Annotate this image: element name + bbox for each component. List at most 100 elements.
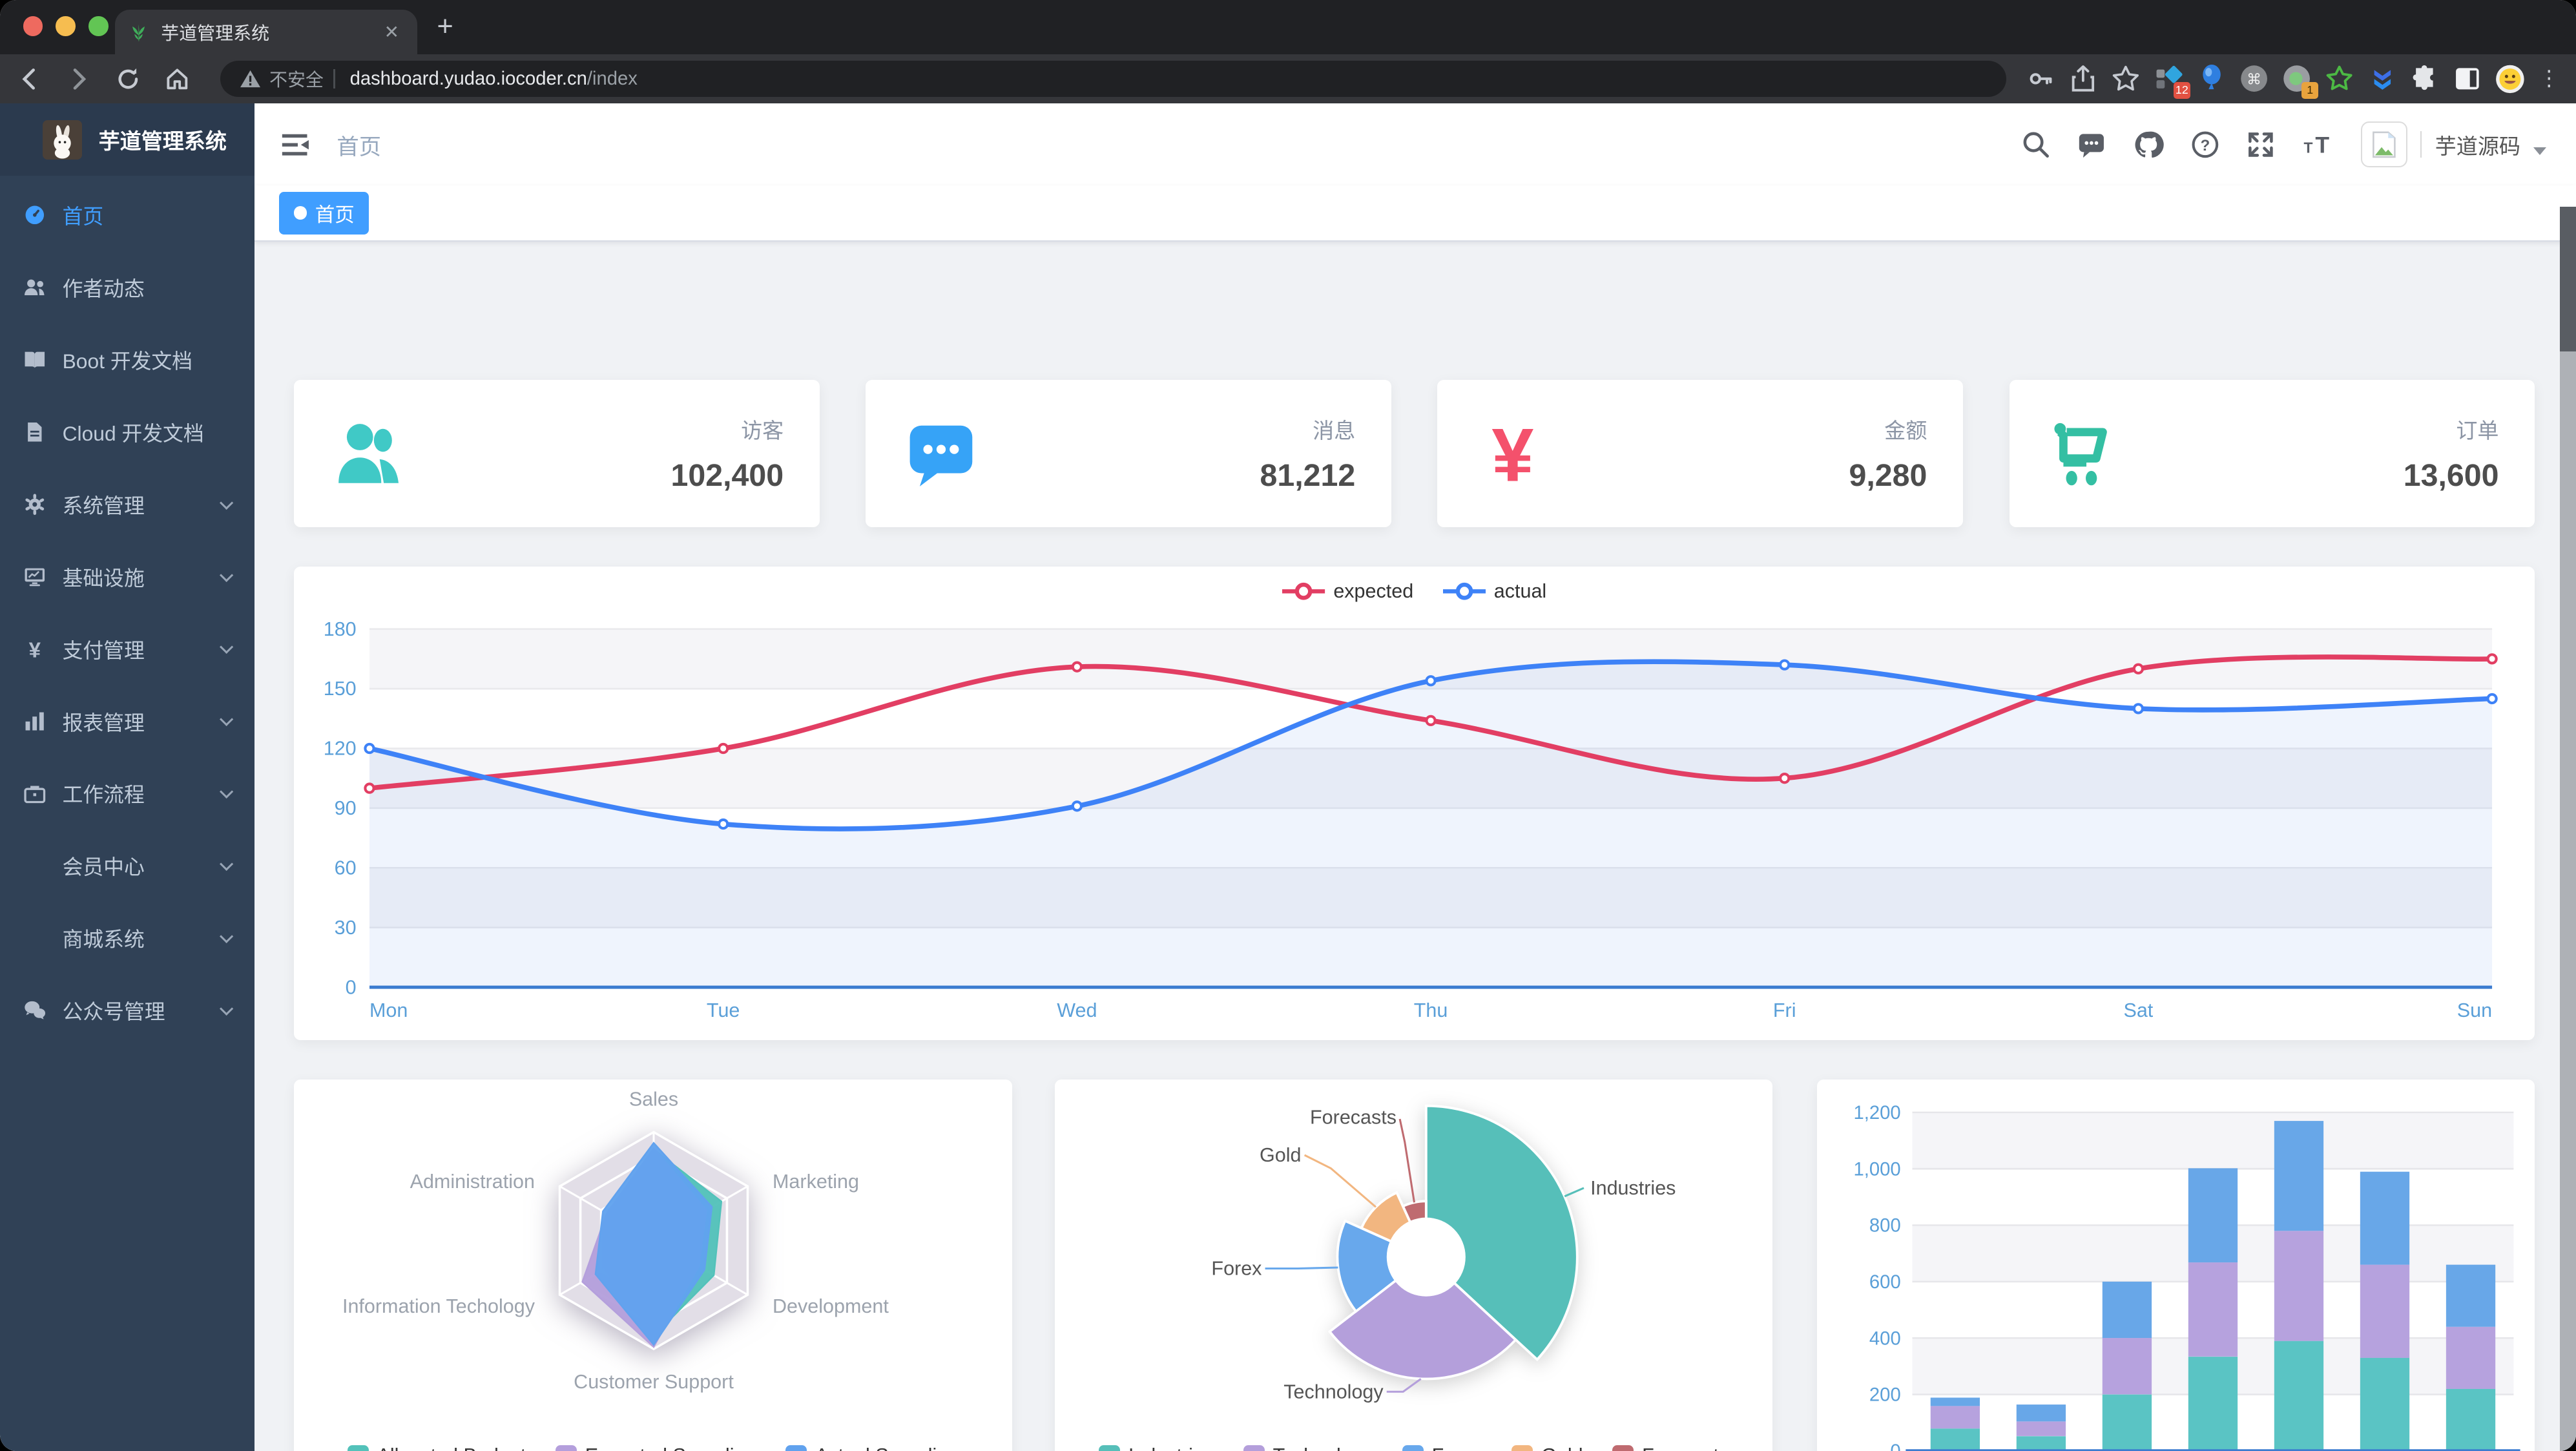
extension-balloon-icon[interactable] bbox=[2197, 64, 2227, 94]
password-key-icon[interactable] bbox=[2026, 64, 2055, 94]
pie-chart-legend[interactable]: Industries Technology Forex Gold Forecasts bbox=[1055, 1445, 1772, 1451]
security-label: 不安全 bbox=[269, 70, 324, 90]
github-icon[interactable] bbox=[2133, 129, 2164, 160]
bar-chart-icon bbox=[23, 710, 47, 733]
svg-text:Sales: Sales bbox=[629, 1089, 678, 1111]
tag-home[interactable]: 首页 bbox=[279, 191, 369, 235]
search-icon[interactable] bbox=[2021, 130, 2051, 160]
url-host: dashboard.yudao.iocoder.cn bbox=[349, 68, 587, 89]
extension-recorder-icon[interactable]: 1 bbox=[2282, 64, 2318, 99]
legend-item[interactable]: Industries bbox=[1099, 1445, 1214, 1451]
legend-item[interactable]: Forecasts bbox=[1612, 1445, 1729, 1451]
reload-icon[interactable] bbox=[115, 66, 141, 92]
legend-item[interactable]: Allocated Budget bbox=[347, 1445, 526, 1451]
sidebar-item-workflow[interactable]: 工作流程 bbox=[0, 757, 254, 830]
legend-item[interactable]: expected bbox=[1282, 580, 1413, 603]
home-icon[interactable] bbox=[164, 66, 191, 92]
minimize-window-button[interactable] bbox=[56, 16, 76, 36]
stat-value: 81,212 bbox=[1260, 458, 1356, 494]
browser-tab[interactable]: 芋道管理系统 ✕ bbox=[115, 10, 418, 54]
message-icon[interactable] bbox=[2077, 130, 2106, 160]
stat-value: 9,280 bbox=[1849, 458, 1927, 494]
chevron-down-icon bbox=[220, 1001, 234, 1016]
svg-text:Forecasts: Forecasts bbox=[1310, 1107, 1397, 1129]
sidebar-item-member-center[interactable]: 会员中心 bbox=[0, 830, 254, 902]
user-menu[interactable]: 芋道源码 bbox=[2361, 121, 2547, 168]
radar-chart-legend[interactable]: Allocated Budget Expected Spending Actual … bbox=[294, 1445, 1012, 1451]
wechat-icon bbox=[23, 999, 47, 1022]
pie-chart[interactable]: Industries Technology Forex Gold Forecasts bbox=[1055, 1080, 1772, 1451]
breadcrumb[interactable]: 首页 bbox=[337, 134, 382, 160]
new-tab-button[interactable]: + bbox=[437, 11, 453, 43]
legend-item[interactable]: Gold bbox=[1511, 1445, 1583, 1451]
extension-green-star-icon[interactable] bbox=[2325, 64, 2354, 94]
sidebar-item-mall-system[interactable]: 商城系统 bbox=[0, 902, 254, 974]
share-icon[interactable] bbox=[2068, 64, 2098, 94]
legend-item[interactable]: Technology bbox=[1243, 1445, 1373, 1451]
legend-item[interactable]: Expected Spending bbox=[555, 1445, 756, 1451]
active-tag-dot bbox=[293, 206, 307, 220]
radar-chart[interactable]: Sales Marketing Development Customer Suppor… bbox=[294, 1080, 1012, 1451]
stat-card-amount[interactable]: ¥ 金额 9,280 bbox=[1437, 379, 1964, 528]
legend-item[interactable]: Forex bbox=[1402, 1445, 1482, 1451]
extension-tag-manager-icon[interactable]: 12 bbox=[2154, 64, 2190, 99]
fullscreen-icon[interactable] bbox=[2246, 130, 2276, 160]
extension-blue-chevrons-icon[interactable] bbox=[2367, 64, 2397, 94]
svg-text:T: T bbox=[2303, 140, 2312, 156]
chevron-down-icon bbox=[220, 568, 234, 582]
stacked-bar-chart[interactable]: 02004006008001,0001,200MonTueWedThuFriSa… bbox=[1817, 1080, 2535, 1451]
bookmark-star-icon[interactable] bbox=[2111, 64, 2141, 94]
legend-item[interactable]: Actual Spending bbox=[785, 1445, 959, 1451]
chrome-menu-icon[interactable]: ⋮ bbox=[2538, 67, 2560, 91]
stat-value: 102,400 bbox=[670, 458, 784, 494]
gear-icon bbox=[23, 493, 47, 516]
sidebar-item-report-mgmt[interactable]: 报表管理 bbox=[0, 685, 254, 758]
address-bar[interactable]: 不安全 dashboard.yudao.iocoder.cn/index bbox=[220, 61, 2006, 98]
sidebar-collapse-icon[interactable] bbox=[279, 129, 310, 160]
close-window-button[interactable] bbox=[23, 16, 43, 36]
sidebar-item-author-news[interactable]: 作者动态 bbox=[0, 251, 254, 324]
stat-value: 13,600 bbox=[2403, 458, 2499, 494]
sidebar-item-infrastructure[interactable]: 基础设施 bbox=[0, 541, 254, 613]
tab-close-icon[interactable]: ✕ bbox=[384, 22, 400, 43]
dashboard-icon bbox=[23, 204, 47, 227]
svg-text:800: 800 bbox=[1869, 1216, 1901, 1237]
sidebar-item-boot-docs[interactable]: Boot 开发文档 bbox=[0, 324, 254, 396]
sidebar-item-payment-mgmt[interactable]: ¥ 支付管理 bbox=[0, 613, 254, 685]
stat-card-visitors[interactable]: 访客 102,400 bbox=[294, 379, 820, 528]
chevron-down-icon bbox=[220, 857, 234, 872]
macos-window-controls[interactable] bbox=[23, 16, 109, 36]
username: 芋道源码 bbox=[2435, 134, 2520, 159]
svg-text:1,200: 1,200 bbox=[1854, 1103, 1901, 1123]
sidebar-item-cloud-docs[interactable]: Cloud 开发文档 bbox=[0, 396, 254, 468]
security-warning-icon[interactable] bbox=[240, 69, 261, 89]
legend-item[interactable]: actual bbox=[1442, 580, 1546, 603]
sidebar-item-wechat-mgmt[interactable]: 公众号管理 bbox=[0, 974, 254, 1047]
back-icon[interactable] bbox=[16, 66, 43, 92]
extensions-puzzle-icon[interactable] bbox=[2410, 64, 2440, 94]
peoples-icon bbox=[330, 414, 409, 493]
profile-avatar-icon[interactable] bbox=[2495, 64, 2525, 94]
stat-card-orders[interactable]: 订单 13,600 bbox=[2009, 379, 2535, 528]
zoom-window-button[interactable] bbox=[88, 16, 109, 36]
help-icon[interactable]: ? bbox=[2190, 130, 2220, 160]
app-root: 芋道管理系统 首页 作者动态 Boot 开发文档 Cloud 开发文档 bbox=[0, 103, 2576, 1451]
page-scrollbar[interactable] bbox=[2559, 207, 2576, 1451]
svg-text:Wed: Wed bbox=[1057, 999, 1097, 1021]
stat-card-messages[interactable]: 消息 81,212 bbox=[866, 379, 1392, 528]
sidebar-item-system-mgmt[interactable]: 系统管理 bbox=[0, 468, 254, 541]
chevron-down-icon bbox=[220, 496, 234, 510]
scrollbar-thumb[interactable] bbox=[2559, 207, 2576, 352]
sidebar-item-home[interactable]: 首页 bbox=[0, 179, 254, 251]
forward-icon[interactable] bbox=[66, 66, 92, 92]
extension-command-icon[interactable]: ⌘ bbox=[2239, 64, 2269, 94]
side-panel-icon[interactable] bbox=[2453, 64, 2482, 94]
line-chart[interactable]: 0 30 60 90 120 150 180 Mon Tue Wed Thu Fri Sat Sun bbox=[294, 567, 2535, 1039]
svg-text:Forex: Forex bbox=[1211, 1258, 1262, 1280]
line-chart-legend[interactable]: expected actual bbox=[294, 580, 2535, 603]
svg-text:Fri: Fri bbox=[1773, 999, 1796, 1021]
pie-chart-card: Industries Technology Forex Gold Forecasts I… bbox=[1054, 1079, 1773, 1451]
sidebar-logo[interactable]: 芋道管理系统 bbox=[0, 103, 255, 176]
